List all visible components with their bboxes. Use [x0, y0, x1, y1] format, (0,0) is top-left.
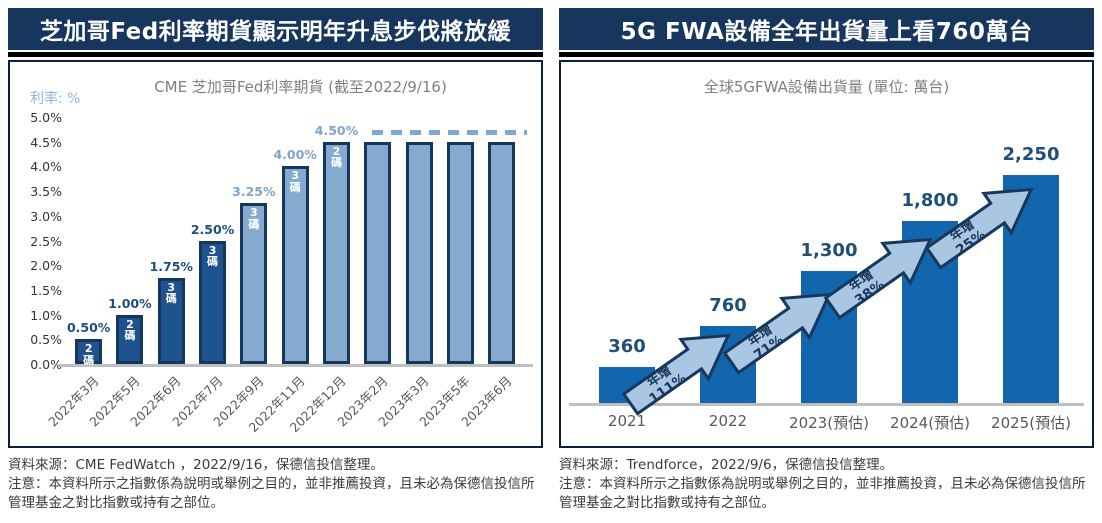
x-axis-line — [58, 364, 533, 367]
rate-bar — [446, 141, 474, 364]
y-tick-label: 2.5% — [30, 233, 62, 249]
right-source-line: 資料來源：Trendforce，2022/9/6，保德信投信整理。 — [559, 457, 894, 473]
bar-inner-label: 3 碼 — [289, 169, 301, 194]
left-source-block: 資料來源：CME FedWatch ，2022/9/16，保德信投信整理。 注意… — [8, 456, 543, 513]
rate-bar: 3 碼 — [157, 277, 185, 364]
bar-value-label: 1.75% — [149, 258, 193, 274]
growth-arrow: 年增 111% — [613, 310, 749, 430]
fed-futures-panel: 芝加哥Fed利率期貨顯示明年升息步伐將放緩 CME 芝加哥Fed利率期貨 (截至… — [8, 8, 543, 513]
bar-inner-label: 2 碼 — [124, 317, 136, 343]
rate-bar: 3 碼 — [281, 166, 309, 364]
reference-dashed-line — [372, 130, 527, 135]
right-note-line: 注意：本資料所示之指數係為說明或舉例之目的，並非推薦投資，且未必為保德信投信所管… — [559, 476, 1086, 512]
bar-inner-label: 3 碼 — [165, 280, 177, 306]
rate-bar: 2 碼 — [75, 339, 103, 367]
y-tick-label: 2.0% — [30, 258, 62, 274]
left-header-underline — [8, 52, 543, 57]
y-tick-label: 5.0% — [30, 110, 62, 125]
left-panel-header-text: 芝加哥Fed利率期貨顯示明年升息步伐將放緩 — [39, 19, 512, 45]
left-y-axis-label: 利率: % — [30, 91, 81, 107]
bar-inner-label: 2 碼 — [330, 144, 342, 170]
right-panel-header: 5G FWA設備全年出貨量上看760萬台 — [559, 8, 1094, 50]
rate-bar — [405, 141, 433, 364]
rate-bar — [488, 141, 516, 364]
x-category-label: 2023(預估) — [789, 414, 869, 432]
right-panel-header-text: 5G FWA設備全年出貨量上看760萬台 — [620, 19, 1033, 45]
bar-value-label: 0.50% — [66, 320, 111, 336]
right-chart-title: 全球5GFWA設備出貨量 (單位: 萬台) — [703, 78, 950, 96]
bar-value-label: 2,250 — [1002, 144, 1060, 165]
left-chart-title: CME 芝加哥Fed利率期貨 (截至2022/9/16) — [154, 78, 447, 96]
bar-value-label: 360 — [608, 335, 646, 357]
rate-bar: 2 碼 — [322, 141, 350, 364]
growth-arrow: 年增 38% — [815, 215, 951, 335]
y-tick-label: 0.5% — [30, 332, 62, 348]
x-category-label: 2025(預估) — [991, 414, 1071, 432]
rate-bar: 3 碼 — [240, 203, 268, 364]
x-category-label: 2022 — [708, 412, 748, 430]
bar-value-label: 1.00% — [108, 295, 152, 311]
fwa-shipments-chart: 全球5GFWA設備出貨量 (單位: 萬台) 360 2021 760 2022 1,30… — [559, 60, 1094, 448]
growth-arrow: 年增 71% — [714, 270, 850, 390]
bar-value-label: 1,300 — [800, 240, 858, 262]
bar-inner-label: 2 碼 — [83, 342, 95, 367]
growth-arrow: 年增 25% — [916, 164, 1052, 284]
right-source-block: 資料來源：Trendforce，2022/9/6，保德信投信整理。 注意：本資料… — [559, 456, 1094, 513]
bar-value-label: 760 — [709, 294, 747, 316]
y-tick-label: 4.5% — [30, 134, 62, 150]
bar-inner-label: 3 碼 — [248, 206, 260, 231]
bar-value-label: 4.50% — [314, 122, 359, 138]
right-header-underline — [559, 52, 1094, 57]
y-tick-label: 3.5% — [30, 184, 62, 200]
bar-inner-label: 3 碼 — [207, 243, 219, 269]
bar-value-label: 1,800 — [901, 189, 959, 211]
y-tick-label: 1.5% — [30, 282, 62, 298]
y-tick-label: 0.0% — [30, 357, 62, 372]
x-category-label: 2021 — [607, 412, 647, 430]
left-note-line: 注意：本資料所示之指數係為說明或舉例之目的，並非推薦投資，且未必為保德信投信所管… — [8, 476, 535, 512]
fed-futures-chart: CME 芝加哥Fed利率期貨 (截至2022/9/16) 利率: % 5.0% 4… — [8, 60, 543, 448]
fwa-shipments-panel: 5G FWA設備全年出貨量上看760萬台 全球5GFWA設備出貨量 (單位: 萬… — [559, 8, 1094, 513]
y-tick-label: 4.0% — [30, 159, 62, 175]
x-axis-line — [569, 403, 1084, 406]
rate-bar — [364, 141, 392, 364]
bar-value-label: 3.25% — [232, 184, 276, 200]
left-panel-header: 芝加哥Fed利率期貨顯示明年升息步伐將放緩 — [8, 8, 543, 50]
bar-value-label: 4.00% — [273, 147, 317, 163]
rate-bar: 2 碼 — [116, 314, 144, 364]
left-source-line: 資料來源：CME FedWatch ，2022/9/16，保德信投信整理。 — [8, 457, 384, 473]
bar-value-label: 2.50% — [190, 221, 235, 237]
x-category-label: 2024(預估) — [890, 414, 970, 432]
y-tick-label: 1.0% — [30, 307, 62, 323]
rate-bar: 3 碼 — [199, 240, 227, 364]
y-tick-label: 3.0% — [30, 208, 62, 224]
